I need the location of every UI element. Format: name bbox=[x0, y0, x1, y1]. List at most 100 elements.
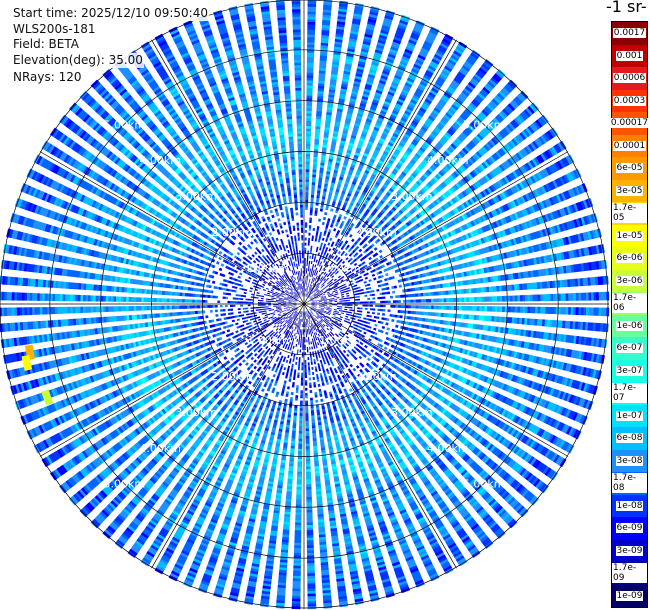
range-gate bbox=[361, 157, 367, 162]
range-gate bbox=[306, 268, 308, 272]
range-gate bbox=[380, 110, 387, 115]
range-gate bbox=[446, 298, 450, 303]
range-gate bbox=[323, 185, 328, 190]
range-gate bbox=[315, 231, 319, 235]
range-gate bbox=[381, 325, 386, 330]
range-gate bbox=[469, 305, 473, 311]
range-gate bbox=[334, 291, 338, 294]
range-gate bbox=[318, 269, 322, 273]
range-gate bbox=[321, 299, 325, 302]
range-gate bbox=[398, 22, 408, 28]
range-gate bbox=[397, 300, 401, 303]
range-gate bbox=[378, 34, 388, 40]
range-gate bbox=[316, 105, 323, 110]
range-gate bbox=[340, 293, 344, 296]
range-gate bbox=[310, 204, 314, 208]
range-gate bbox=[413, 25, 423, 31]
range-gate bbox=[318, 300, 322, 302]
range-gate bbox=[474, 306, 478, 311]
range-gate bbox=[466, 297, 470, 303]
range-gate bbox=[368, 338, 372, 342]
range-gate bbox=[324, 305, 328, 307]
range-gate bbox=[325, 116, 332, 121]
range-gate bbox=[312, 264, 315, 268]
range-gate bbox=[356, 147, 362, 152]
range-gate bbox=[328, 308, 332, 310]
range-gate bbox=[469, 297, 473, 303]
range-gate bbox=[327, 197, 332, 201]
range-gate bbox=[399, 19, 409, 26]
range-gate bbox=[345, 257, 349, 261]
range-gate bbox=[306, 92, 313, 96]
range-gate bbox=[328, 91, 335, 96]
range-gate bbox=[354, 5, 364, 10]
range-gate bbox=[329, 328, 333, 331]
range-gate bbox=[317, 187, 321, 191]
range-gate bbox=[357, 286, 361, 289]
range-gate bbox=[351, 238, 355, 243]
range-gate bbox=[316, 197, 320, 201]
range-gate bbox=[458, 305, 462, 311]
range-gate bbox=[354, 304, 358, 307]
range-gate bbox=[365, 28, 374, 34]
range-gate bbox=[323, 137, 329, 141]
range-gate bbox=[540, 294, 544, 302]
range-gate bbox=[347, 289, 351, 292]
range-gate bbox=[387, 53, 396, 59]
range-gate bbox=[345, 315, 349, 318]
range-gate bbox=[320, 253, 323, 257]
range-gate bbox=[334, 304, 338, 306]
range-gate bbox=[308, 237, 311, 241]
range-gate bbox=[335, 293, 339, 296]
range-gate bbox=[312, 313, 315, 316]
range-gate bbox=[314, 143, 319, 148]
range-gate bbox=[319, 247, 322, 251]
range-gate bbox=[368, 138, 375, 143]
range-gate bbox=[395, 324, 399, 328]
range-gate bbox=[330, 326, 334, 330]
range-gate bbox=[321, 298, 325, 301]
range-gate bbox=[364, 123, 371, 128]
range-gate bbox=[355, 149, 361, 154]
range-gate bbox=[307, 11, 316, 15]
range-gate bbox=[329, 81, 337, 86]
range-gate bbox=[312, 271, 314, 275]
range-gate bbox=[382, 296, 386, 299]
range-gate bbox=[364, 276, 369, 280]
range-gate bbox=[323, 134, 329, 139]
range-gate bbox=[396, 69, 404, 76]
range-gate bbox=[316, 226, 320, 230]
range-gate bbox=[306, 67, 314, 71]
range-gate bbox=[310, 248, 313, 252]
range-gate bbox=[358, 313, 362, 316]
range-gate bbox=[378, 249, 383, 254]
range-gate bbox=[323, 299, 327, 301]
range-gate bbox=[326, 301, 330, 303]
range-gate bbox=[362, 40, 371, 46]
range-gate bbox=[377, 304, 381, 308]
range-gate bbox=[368, 315, 372, 318]
range-gate bbox=[373, 54, 382, 59]
range-gate bbox=[307, 47, 315, 51]
range-gate bbox=[312, 176, 316, 180]
range-gate bbox=[330, 76, 338, 81]
range-gate bbox=[509, 295, 513, 302]
range-gate bbox=[547, 306, 551, 314]
range-gate bbox=[309, 209, 313, 213]
range-gate bbox=[363, 152, 369, 157]
range-gate bbox=[358, 316, 362, 319]
range-gate bbox=[386, 318, 390, 322]
range-gate bbox=[325, 238, 328, 243]
range-gate bbox=[323, 188, 327, 192]
range-gate bbox=[309, 212, 313, 216]
range-gate bbox=[320, 159, 325, 164]
range-gate bbox=[433, 298, 437, 303]
range-gate bbox=[364, 307, 368, 310]
range-gate bbox=[308, 286, 311, 290]
range-gate bbox=[319, 65, 327, 69]
range-gate bbox=[310, 261, 313, 265]
range-gate bbox=[363, 90, 370, 96]
range-gate bbox=[322, 245, 326, 250]
range-gate bbox=[317, 93, 324, 97]
range-gate bbox=[312, 169, 317, 173]
